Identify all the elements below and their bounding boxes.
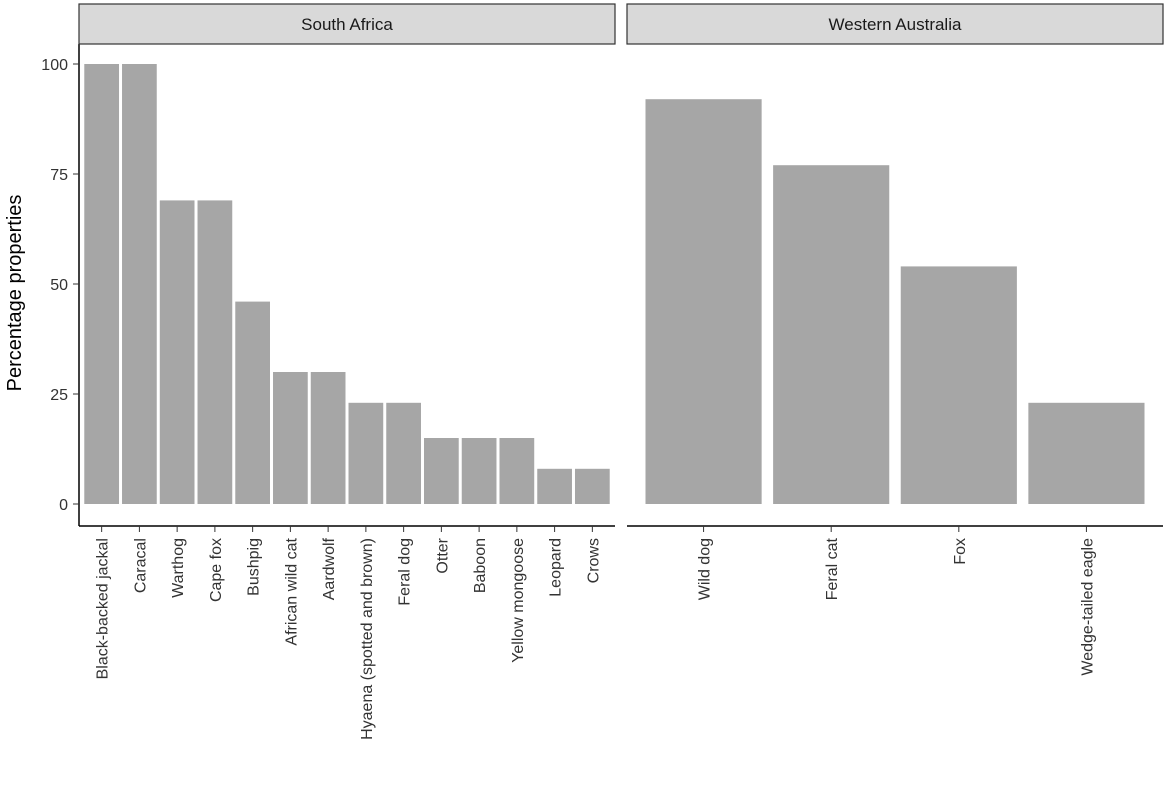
y-tick-label: 50: [50, 277, 68, 294]
bar: [310, 372, 346, 504]
facet-strip: [626, 3, 1164, 45]
bar: [499, 438, 535, 504]
bar: [197, 200, 233, 504]
bar: [461, 438, 497, 504]
y-axis-label: Percentage properties: [4, 195, 26, 392]
x-tick-label: Fox: [952, 538, 969, 565]
x-tick-label: Yellow mongoose: [510, 538, 527, 663]
facet-strip: [78, 3, 616, 45]
x-tick-label: Wedge-tailed eagle: [1079, 538, 1096, 676]
bar: [537, 468, 572, 504]
bar: [159, 200, 195, 504]
y-tick-label: 75: [50, 167, 68, 184]
y-tick-label: 0: [59, 497, 68, 514]
y-tick-label: 25: [50, 387, 68, 404]
bar: [424, 438, 459, 504]
x-tick-label: Feral cat: [824, 537, 841, 600]
bar: [645, 99, 762, 504]
facet-panel: South Africa Black-backed jackal Caracal Wa…: [78, 3, 616, 740]
bar: [386, 402, 421, 504]
bar: [235, 301, 270, 504]
bar: [84, 64, 120, 504]
x-tick-label: Cape fox: [208, 538, 225, 602]
x-tick-label: Baboon: [472, 538, 489, 593]
x-tick-label: African wild cat: [283, 537, 300, 645]
x-tick-label: Hyaena (spotted and brown): [359, 538, 376, 740]
x-tick-label: Leopard: [548, 538, 565, 597]
bar: [900, 266, 1017, 504]
bar: [348, 402, 384, 504]
facet-strip-label: Western Australia: [829, 15, 962, 34]
bar: [122, 64, 157, 504]
bar: [773, 165, 890, 504]
x-tick-label: Aardwolf: [321, 537, 338, 600]
x-tick-label: Feral dog: [397, 538, 414, 606]
x-tick-label: Black-backed jackal: [95, 538, 112, 679]
bar: [574, 468, 610, 504]
facet-panel: Western Australia Wild dog Feral cat Fox Wed…: [626, 3, 1164, 676]
x-tick-label: Bushpig: [246, 538, 263, 596]
y-axis: 0 25 50 75 100: [41, 44, 80, 526]
y-tick-label: 100: [41, 57, 68, 74]
x-tick-label: Caracal: [132, 538, 149, 593]
x-tick-label: Warthog: [170, 538, 187, 598]
bar: [1028, 402, 1145, 504]
bar: [273, 372, 308, 504]
x-tick-label: Crows: [585, 538, 602, 583]
facet-strip-label: South Africa: [301, 15, 393, 34]
x-tick-label: Otter: [434, 537, 451, 573]
facet-panels: South Africa Black-backed jackal Caracal Wa…: [78, 3, 1164, 740]
x-tick-label: Wild dog: [697, 538, 714, 600]
